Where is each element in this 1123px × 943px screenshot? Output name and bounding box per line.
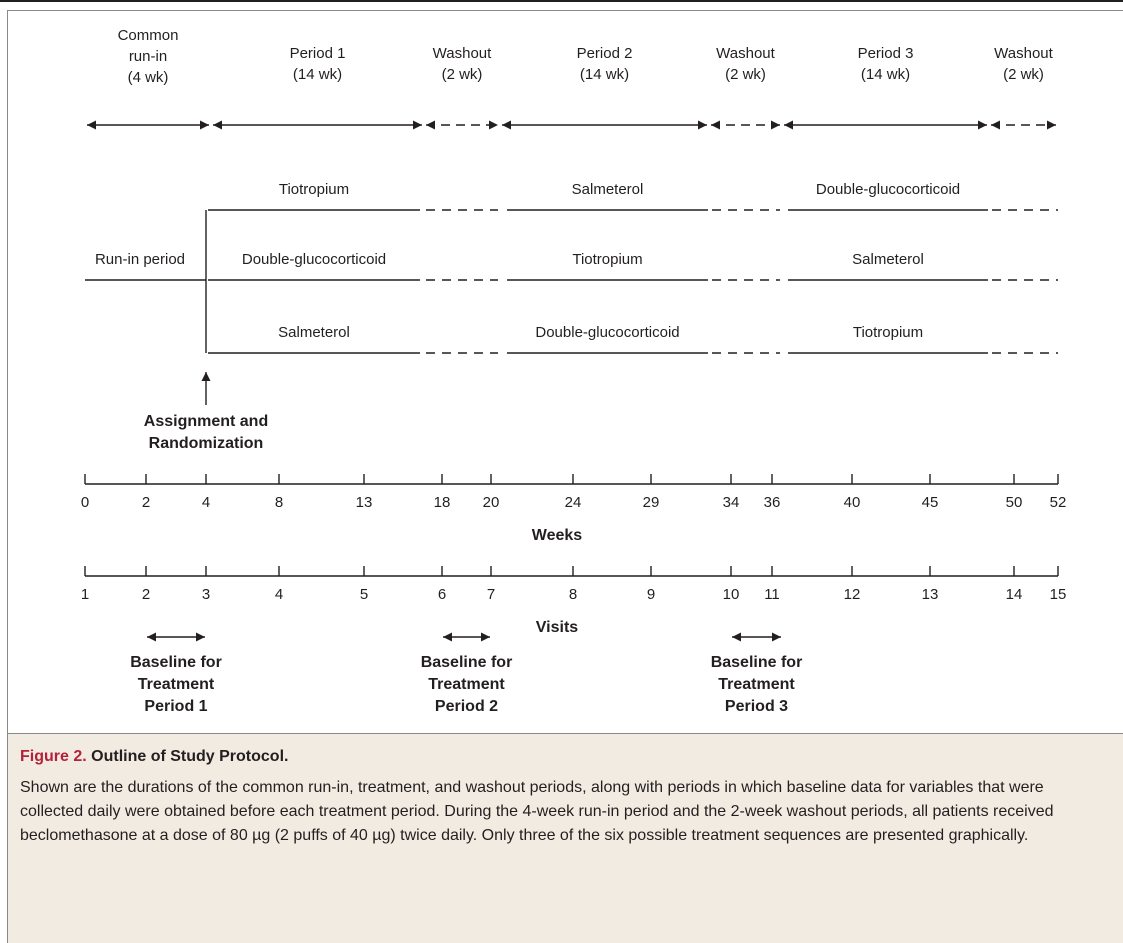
axis-tick-label: 34	[723, 494, 740, 511]
baseline-label: Period 1	[144, 698, 207, 715]
assignment-group: Assignment and Randomization	[144, 372, 268, 452]
axis-tick-label: 3	[202, 586, 210, 603]
axis-tick-label: 15	[1050, 586, 1067, 603]
axis-tick-label: 50	[1006, 494, 1023, 511]
figure-frame	[7, 10, 1123, 943]
axis-tick-label: 20	[483, 494, 500, 511]
axis-tick-label: 6	[438, 586, 446, 603]
period-label-line: (14 wk)	[580, 66, 629, 83]
axis-tick-label: 10	[723, 586, 740, 603]
caption-title: Outline of Study Protocol.	[91, 748, 289, 765]
top-rule	[0, 0, 1123, 2]
treatment-label: Salmeterol	[572, 181, 644, 198]
period-header-group: Common run-in (4 wk) Period 1 (14 wk) Washout…	[87, 27, 1056, 130]
treatment-label: Double-glucocorticoid	[816, 181, 960, 198]
period-label-line: (4 wk)	[128, 69, 169, 86]
treatment-sequence-group: Run-in period Tiotropium Salmeterol Double-…	[85, 181, 1058, 354]
axis-tick-label: 5	[360, 586, 368, 603]
baseline-label: Baseline for	[421, 654, 513, 671]
axis-tick-label: 11	[764, 586, 780, 603]
baseline-group: Baseline for Treatment Period 1 Baseline fo…	[130, 632, 803, 715]
baseline-label: Baseline for	[130, 654, 222, 671]
axis-tick-label: 2	[142, 586, 150, 603]
treatment-label: Double-glucocorticoid	[242, 251, 386, 268]
run-in-label: Run-in period	[95, 251, 185, 268]
period-label-line: (2 wk)	[1003, 66, 1044, 83]
treatment-label: Salmeterol	[278, 324, 350, 341]
period-label-line: Period 1	[290, 45, 346, 62]
treatment-label: Tiotropium	[279, 181, 349, 198]
period-label-line: Period 3	[858, 45, 914, 62]
period-label-line: (14 wk)	[293, 66, 342, 83]
assignment-label: Assignment and	[144, 413, 268, 430]
period-label-line: Washout	[994, 45, 1053, 62]
period-label-line: Washout	[433, 45, 492, 62]
period-label-line: Period 2	[577, 45, 633, 62]
axis-tick-label: 8	[569, 586, 577, 603]
axis-tick-label: 14	[1006, 586, 1023, 603]
period-label-line: (2 wk)	[725, 66, 766, 83]
treatment-label: Tiotropium	[572, 251, 642, 268]
treatment-label: Tiotropium	[853, 324, 923, 341]
axis-tick-label: 4	[275, 586, 283, 603]
baseline-label: Period 2	[435, 698, 498, 715]
axis-tick-label: 24	[565, 494, 582, 511]
period-label-line: Washout	[716, 45, 775, 62]
baseline-label: Period 3	[725, 698, 788, 715]
period-label-line: run-in	[129, 48, 167, 65]
axis-tick-label: 0	[81, 494, 89, 511]
assignment-label: Randomization	[149, 435, 264, 452]
period-label-line: (14 wk)	[861, 66, 910, 83]
axis-tick-label: 2	[142, 494, 150, 511]
axis-tick-label: 13	[922, 586, 939, 603]
axis-title: Weeks	[532, 527, 583, 544]
axis-tick-label: 40	[844, 494, 861, 511]
axis-tick-label: 13	[356, 494, 373, 511]
treatment-label: Double-glucocorticoid	[535, 324, 679, 341]
axis-tick-label: 7	[487, 586, 495, 603]
baseline-label: Treatment	[428, 676, 505, 693]
axis-tick-label: 52	[1050, 494, 1067, 511]
period-label-line: (2 wk)	[442, 66, 483, 83]
period-label-line: Common	[118, 27, 179, 44]
baseline-label: Baseline for	[711, 654, 803, 671]
axis-title: Visits	[536, 619, 579, 636]
baseline-label: Treatment	[718, 676, 795, 693]
axis-tick-label: 45	[922, 494, 939, 511]
axis-tick-label: 29	[643, 494, 660, 511]
axis-tick-label: 18	[434, 494, 451, 511]
figure-caption: Figure 2. Outline of Study Protocol. Sho…	[8, 733, 1123, 943]
caption-label: Figure 2.	[20, 748, 87, 765]
treatment-label: Salmeterol	[852, 251, 924, 268]
axis-tick-label: 1	[81, 586, 89, 603]
baseline-label: Treatment	[138, 676, 215, 693]
study-protocol-diagram: Common run-in (4 wk) Period 1 (14 wk) Washout…	[81, 27, 1067, 715]
axis-tick-label: 9	[647, 586, 655, 603]
caption-title-line: Figure 2. Outline of Study Protocol.	[20, 746, 1109, 768]
axis-tick-label: 36	[764, 494, 781, 511]
axis-tick-label: 8	[275, 494, 283, 511]
axis-tick-label: 4	[202, 494, 210, 511]
axis-tick-label: 12	[844, 586, 861, 603]
caption-text: Shown are the durations of the common ru…	[20, 779, 1054, 844]
